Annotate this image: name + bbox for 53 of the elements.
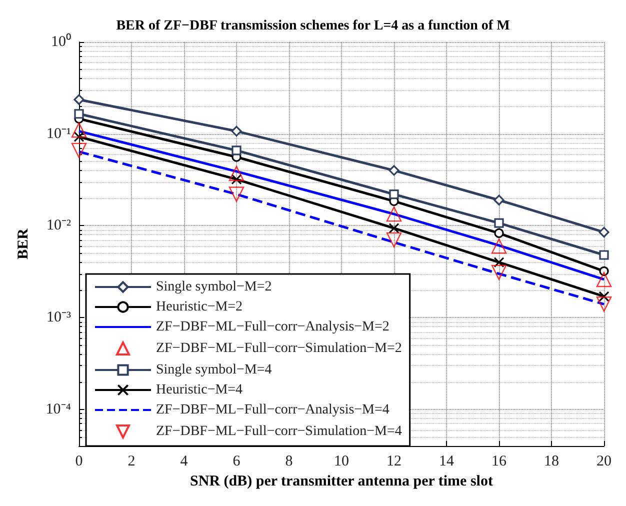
point	[71, 122, 87, 138]
x-tick-label: 6	[232, 454, 241, 470]
x-tick-label: 12	[386, 454, 402, 470]
point	[388, 222, 400, 234]
x-tick-label: 14	[439, 454, 454, 470]
point	[231, 126, 242, 136]
point	[231, 174, 242, 185]
point	[598, 291, 610, 302]
x-tick-label: 8	[285, 454, 293, 470]
point	[74, 94, 84, 105]
x-tick-label: 0	[75, 454, 83, 470]
point	[596, 296, 612, 312]
point	[228, 186, 244, 202]
point	[389, 189, 399, 200]
x-tick-label: 4	[180, 454, 188, 470]
point	[491, 238, 507, 254]
chart-title: BER of ZF−DBF transmission schemes for L=4 as a function of M	[116, 18, 510, 34]
legend-label: ZF−DBF−ML−Full−corr−Simulation−M=4	[156, 424, 402, 439]
point	[491, 264, 507, 280]
point	[74, 109, 84, 119]
point	[386, 206, 402, 222]
legend-label: Heuristic−M=4	[156, 382, 243, 398]
x-tick-label: 10	[334, 454, 349, 470]
legend-label: ZF−DBF−ML−Full−corr−Simulation−M=2	[156, 341, 402, 356]
point	[599, 250, 609, 260]
y-axis-title: BER	[16, 228, 32, 260]
point	[494, 228, 504, 238]
x-tick-label: 2	[128, 454, 136, 470]
y-tick-label: 10⁻⁴	[46, 401, 71, 418]
point	[386, 232, 402, 248]
point	[388, 165, 400, 176]
x-tick-label: 20	[596, 454, 612, 470]
point	[494, 256, 504, 268]
point	[494, 194, 504, 206]
point	[71, 142, 87, 158]
point	[494, 218, 504, 228]
x-axis-title: SNR (dB) per transmitter antenna per time slot	[190, 474, 493, 490]
x-tick-label: 16	[492, 454, 507, 470]
point	[598, 226, 610, 238]
y-tick-label: 10⁻¹	[46, 126, 71, 142]
point	[596, 272, 612, 288]
legend-label: ZF−DBF−ML−Full−corr−Analysis−M=2	[156, 320, 390, 334]
point	[232, 146, 242, 156]
y-tick-label: 10⁻²	[46, 218, 72, 234]
x-tick-label: 18	[544, 454, 559, 470]
legend-label: Single symbol−M=4	[156, 362, 272, 378]
point	[74, 131, 84, 142]
legend-label: Heuristic−M=2	[156, 300, 243, 314]
point	[228, 166, 244, 182]
y-tick-label: 10⁰	[51, 33, 71, 50]
y-tick-label: 10⁻³	[46, 310, 72, 326]
legend-label: ZF−DBF−ML−Full−corr−Analysis−M=4	[156, 402, 390, 418]
legend-label: Single symbol−M=2	[156, 280, 272, 294]
